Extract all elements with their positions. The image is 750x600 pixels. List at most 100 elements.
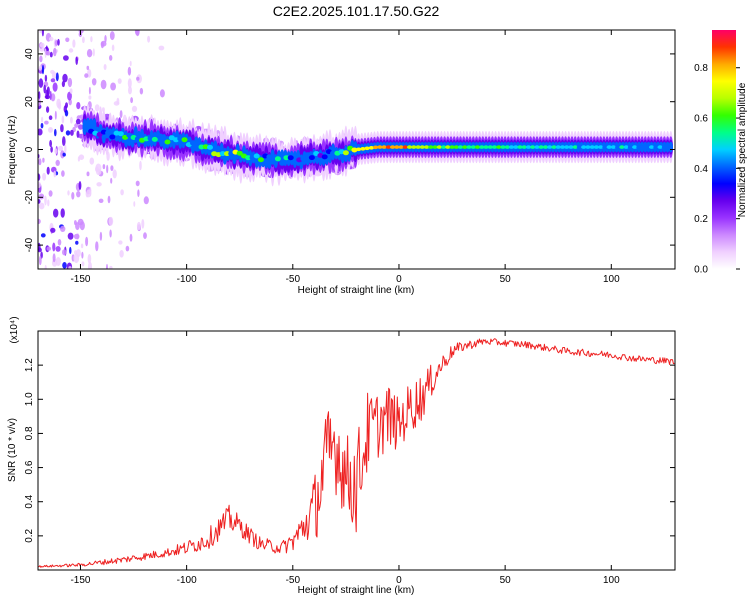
spectrogram-peak-cell [496,145,502,149]
spectrogram-peak-cell [109,134,116,140]
spectrogram-noise-cell [50,146,53,153]
spectrogram-peak-cell [291,160,298,166]
spectrogram-peak-cell [542,145,549,149]
spectrogram-noise-cell [64,144,67,154]
snr-panel: -150 -100 -50 0 50 100 0.2 0.4 0.6 0.8 1.0 1.2 Hei… [7,316,676,596]
spectrogram-peak-cell [661,145,668,149]
spectrogram-x-tick-label: -50 [286,274,301,285]
spectrogram-peak-cell [636,145,642,149]
spectrogram-noise-cell [81,261,85,267]
spectrogram-scatter-cell [78,124,83,130]
spectrogram-noise-cell [50,78,56,83]
snr-x-tick-label: -100 [177,575,197,586]
spectrogram-noise-cell [96,182,102,187]
spectrogram-noise-cell [38,98,41,107]
spectrogram-noise-cell [50,227,56,233]
spectrogram-band-cell [82,118,87,135]
spectrogram-noise-cell [131,105,138,112]
spectrogram-peak-cell [424,145,430,149]
spectrogram-noise-cell [38,199,41,204]
spectrogram-noise-cell [137,189,140,197]
spectrogram-peak-cell [190,140,196,146]
spectrogram-noise-cell [110,82,116,91]
spectrogram-peak-cell [270,159,277,165]
spectrogram-noise-cell [44,120,49,125]
spectrogram-peak-cell [657,145,663,149]
spectrogram-noise-cell [84,73,89,78]
spectrogram-noise-cell [38,78,44,88]
spectrogram-noise-cell [86,65,90,70]
spectrogram-noise-cell [40,233,46,238]
spectrogram-peak-cell [487,145,493,149]
spectrogram-noise-cell [129,233,133,242]
spectrogram-peak-cell [653,145,659,149]
spectrogram-noise-cell [158,45,165,51]
spectrogram-x-tick-label: -150 [70,274,90,285]
spectrogram-peak-cell [538,145,544,149]
spectrogram-y-tick-label: -20 [24,190,35,205]
spectrogram-noise-cell [39,30,42,33]
spectrogram-noise-cell [44,74,48,82]
spectrogram-peak-cell [330,150,337,156]
spectrogram-noise-cell [70,116,73,124]
spectrogram-peak-cell [623,145,629,149]
snr-y-tick-label: 0.6 [24,460,35,474]
spectrogram-peak-cell [266,154,273,160]
spectrogram-peak-cell [407,145,413,149]
spectrogram-noise-cell [39,42,45,48]
spectrogram-peak-cell [500,145,506,149]
spectrogram-peak-cell [606,145,612,149]
spectrogram-noise-cell [76,249,81,258]
spectrogram-noise-cell [68,48,74,53]
snr-frame [37,330,676,571]
spectrogram-noise-cell [139,160,142,171]
spectrogram-panel: -150 -100 -50 0 50 100 -40 -20 0 20 40 Height of … [7,29,676,296]
spectrogram-noise-cell [42,157,45,163]
colorbar-tick-label: 0.2 [694,214,708,225]
spectrogram-noise-cell [127,78,132,89]
spectrogram-noise-cell [44,264,47,269]
spectrogram-peak-cell [644,145,651,149]
spectrogram-peak-cell [441,145,447,149]
spectrogram-noise-cell [89,157,95,165]
spectrogram-peak-cell [593,145,600,149]
spectrogram-noise-cell [60,150,65,159]
spectrogram-peak-cell [419,145,425,149]
spectrogram-peak-cell [126,132,133,138]
spectrogram-noise-cell [120,189,124,196]
spectrogram-noise-cell [112,169,117,179]
spectrogram-noise-cell [49,90,52,101]
spectrogram-noise-cell [107,195,111,204]
spectrogram-noise-cell [109,265,113,269]
spectrogram-noise-cell [159,89,165,98]
spectrogram-noise-cell [55,257,61,266]
snr-x-tick-label: 100 [603,575,620,586]
spectrogram-noise-cell [50,69,55,74]
spectrogram-noise-cell [69,246,72,255]
spectrogram-noise-cell [117,78,122,84]
spectrogram-noise-cell [38,193,45,200]
spectrogram-noise-cell [136,221,141,231]
spectrogram-noise-cell [106,164,109,174]
spectrogram-peak-cell [517,145,523,149]
spectrogram-noise-cell [147,35,151,43]
spectrogram-noise-cell [41,116,44,123]
spectrogram-noise-cell [119,110,123,119]
spectrogram-noise-cell [52,82,58,92]
spectrogram-noise-cell [52,253,56,263]
spectrogram-noise-cell [125,245,130,252]
spectrogram-peak-cell [394,145,400,149]
snr-y-multiplier: (x10⁴) [9,316,20,343]
spectrogram-y-tick-label: 20 [24,96,35,108]
colorbar-ticks: 0.0 0.2 0.4 0.6 0.8 [694,63,740,276]
spectrogram-noise-cell [65,130,71,136]
spectrogram-peak-cell [236,150,243,156]
colorbar-gradient [712,30,736,269]
spectrogram-peak-cell [479,145,485,149]
spectrogram-noise-cell [60,208,65,218]
spectrogram-peak-cell [164,139,171,145]
spectrogram-noise-cell [67,91,72,101]
colorbar-tick-label: 0.6 [694,114,708,125]
spectrogram-peak-cell [602,145,608,149]
spectrogram-noise-cell [72,39,76,48]
